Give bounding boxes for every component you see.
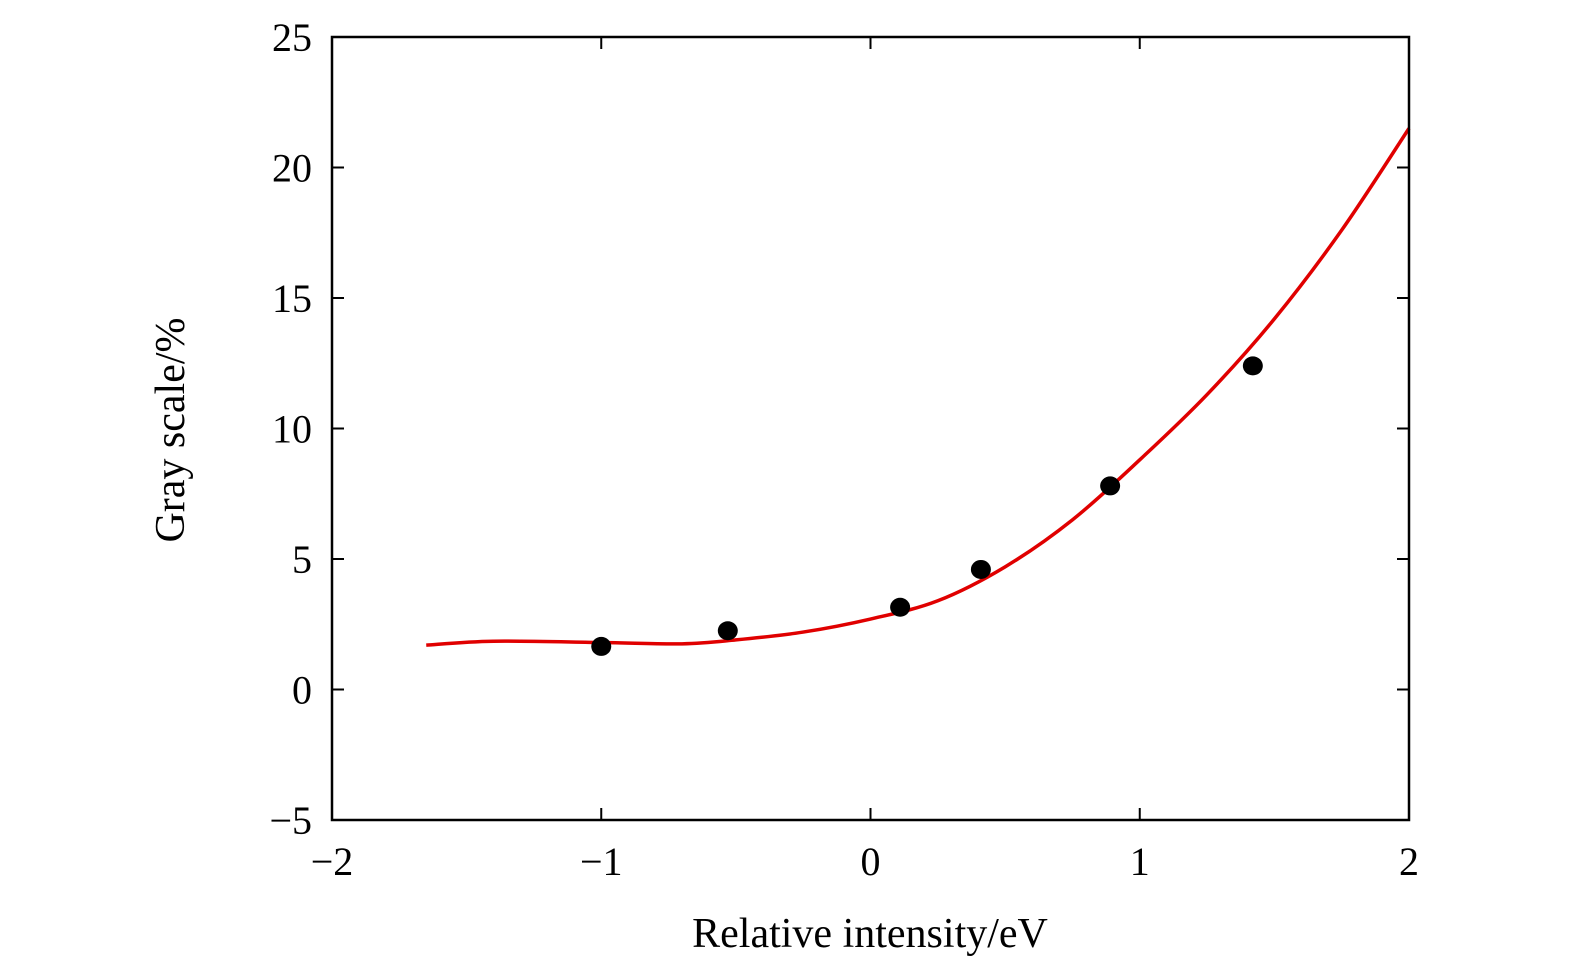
x-tick-label: −2 (311, 839, 354, 884)
y-tick-label: 15 (272, 276, 312, 321)
ticks: −2 −1 0 1 2 −5 0 5 10 15 20 25 (269, 15, 1419, 884)
fit-curve (426, 127, 1411, 647)
x-tick-label: 2 (1399, 839, 1419, 884)
x-axis-label: Relative intensity/eV (692, 911, 1048, 957)
marks (426, 127, 1411, 656)
data-point (970, 559, 991, 579)
y-tick-label: 0 (292, 668, 312, 713)
plot-frame (330, 35, 1411, 822)
data-point (591, 636, 612, 656)
y-axis-label: Gray scale/% (148, 317, 194, 542)
y-tick-label: 5 (292, 537, 312, 582)
data-point (890, 597, 911, 617)
data-point (1242, 356, 1263, 376)
y-tick-label: 20 (272, 146, 312, 191)
data-point (1100, 476, 1121, 496)
x-tick-label: −1 (580, 839, 623, 884)
y-tick-label: 10 (272, 407, 312, 452)
y-tick-label: 25 (272, 15, 312, 60)
x-tick-label: 1 (1130, 839, 1150, 884)
x-tick-label: 0 (861, 839, 881, 884)
y-tick-label: −5 (269, 798, 312, 843)
data-point (717, 621, 738, 641)
